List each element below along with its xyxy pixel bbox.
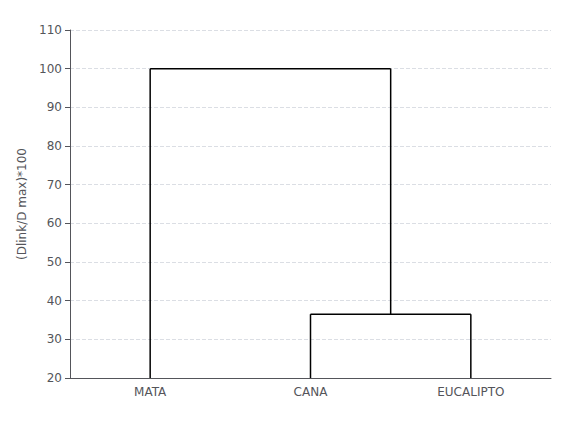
svg-text:50: 50 [47, 255, 62, 269]
svg-text:CANA: CANA [294, 385, 329, 399]
svg-text:70: 70 [47, 178, 62, 192]
svg-text:20: 20 [47, 371, 62, 385]
svg-text:60: 60 [47, 216, 62, 230]
svg-text:80: 80 [47, 139, 62, 153]
svg-text:100: 100 [39, 62, 62, 76]
svg-text:40: 40 [47, 294, 62, 308]
svg-text:MATA: MATA [134, 385, 167, 399]
svg-text:90: 90 [47, 100, 62, 114]
svg-text:110: 110 [39, 23, 62, 37]
svg-text:EUCALIPTO: EUCALIPTO [437, 385, 504, 399]
svg-text:30: 30 [47, 332, 62, 346]
svg-text:(Dlink/D max)*100: (Dlink/D max)*100 [15, 148, 29, 260]
